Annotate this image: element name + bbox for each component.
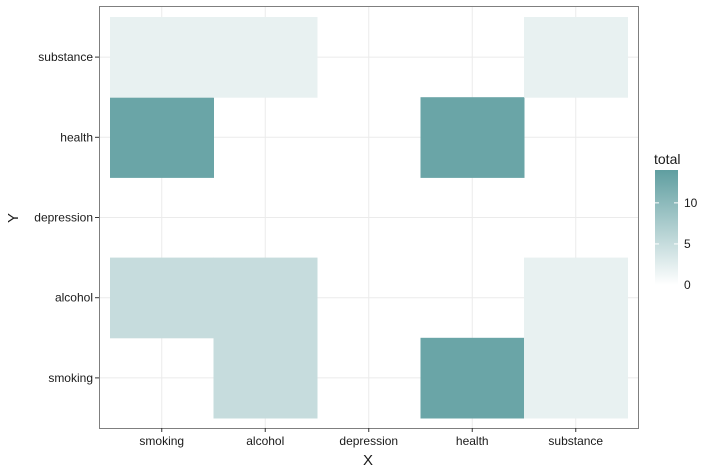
legend-colorbar	[655, 170, 678, 285]
heatmap-cell-health-health	[420, 97, 525, 178]
heatmap-cell-substance-substance	[524, 17, 628, 98]
y-tick-label-smoking: smoking	[48, 371, 93, 385]
x-tick-label-alcohol: alcohol	[246, 434, 284, 448]
heatmap-cell-substance-alcohol	[524, 257, 628, 339]
legend: total 0 5 10	[654, 151, 698, 292]
heatmap-cells	[110, 17, 628, 419]
y-tick-label-depression: depression	[34, 211, 93, 225]
legend-tick-label: 10	[684, 196, 698, 210]
y-tick-label-substance: substance	[38, 50, 93, 64]
x-axis-title: X	[363, 452, 373, 469]
heatmap-cell-alcohol-smoking	[213, 337, 318, 419]
legend-ticks: 0 5 10	[655, 196, 698, 292]
legend-tick-label: 5	[684, 237, 691, 251]
y-axis-title: Y	[5, 213, 22, 223]
heatmap-cell-smoking-health	[110, 97, 214, 178]
heatmap-cell-smoking-alcohol	[110, 257, 214, 339]
x-tick-label-depression: depression	[339, 434, 398, 448]
legend-tick-label: 0	[684, 278, 691, 292]
heatmap-cell-alcohol-substance	[213, 17, 318, 98]
x-tick-label-health: health	[456, 434, 489, 448]
x-tick-label-smoking: smoking	[139, 434, 184, 448]
x-axis: smoking alcohol depression health substance	[139, 428, 603, 448]
y-axis: smoking alcohol depression health substance	[34, 50, 99, 385]
heatmap-cell-smoking-substance	[110, 17, 214, 98]
heatmap-cell-alcohol-alcohol	[213, 257, 318, 339]
x-tick-label-substance: substance	[548, 434, 603, 448]
y-tick-label-health: health	[60, 130, 93, 144]
legend-title: total	[654, 151, 680, 167]
y-tick-label-alcohol: alcohol	[55, 291, 93, 305]
heatmap-cell-health-smoking	[420, 337, 525, 419]
heatmap-cell-substance-smoking	[524, 337, 628, 419]
